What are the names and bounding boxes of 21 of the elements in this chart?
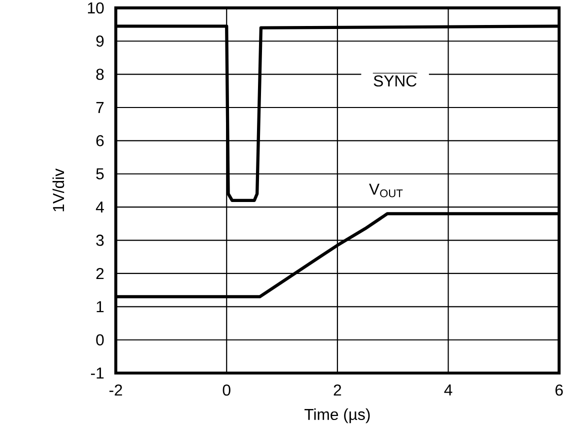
series-label: V$_{OUT}$ xyxy=(369,184,403,198)
y-tick-label: 3 xyxy=(96,234,104,246)
x-tick-label: 0 xyxy=(222,384,230,396)
y-tick-label: 1 xyxy=(96,301,104,312)
y-tick-label: 8 xyxy=(96,68,104,80)
y-tick-label: 9 xyxy=(96,35,104,47)
x-tick-label: -2 xyxy=(109,384,122,396)
y-tick-label: 0 xyxy=(96,334,104,346)
y-tick-label: 10 xyxy=(88,2,104,14)
x-tick-label: 2 xyxy=(334,384,342,396)
x-tick-label: 6 xyxy=(556,384,563,396)
y-tick-label: -1 xyxy=(90,367,104,378)
y-tick-label: 2 xyxy=(96,268,104,279)
x-tick-label: 4 xyxy=(444,384,452,396)
y-tick-label: 5 xyxy=(96,168,104,180)
y-axis-title: 1V/div xyxy=(52,168,64,212)
y-tick-label: 4 xyxy=(96,201,104,212)
x-axis-title: Time (µs) xyxy=(304,408,370,424)
y-tick-label: 7 xyxy=(96,102,104,113)
y-tick-label: 6 xyxy=(96,134,104,146)
legend-label: SYNC xyxy=(374,75,416,86)
